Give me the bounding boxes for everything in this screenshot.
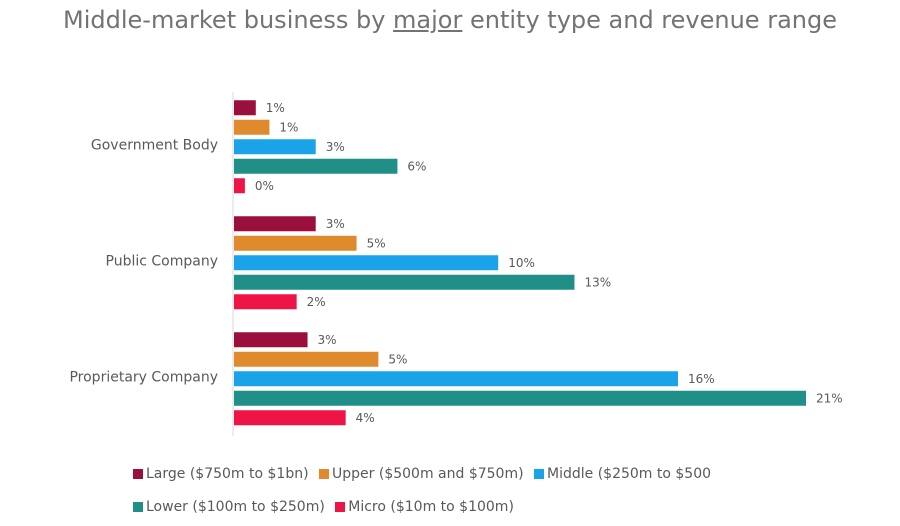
bar-middle [234,255,499,271]
legend-label-micro: Micro ($10m to $100m) [348,499,514,515]
bar-micro [234,178,245,194]
category-label: Government Body [91,138,218,154]
legend-row-1: Large ($750m to $1bn) Upper ($500m and $… [133,466,717,483]
data-label-large: 3% [326,217,345,231]
data-label-upper: 1% [279,120,298,134]
data-label-lower: 13% [584,275,611,289]
legend-swatch-upper [319,469,330,479]
bar-micro [234,410,346,426]
legend-label-middle: Middle ($250m to $500 [547,466,712,482]
bar-lower [234,158,398,174]
bar-large [234,216,316,232]
bar-chart: Government Body 1% 1% 3% 6% 0% Public Company 3… [69,92,843,436]
legend-swatch-middle [534,469,545,479]
legend-row-2: Lower ($100m to $250m) Micro ($10m to $1… [133,499,520,516]
legend-swatch-micro [335,502,346,512]
category-label: Proprietary Company [69,370,218,386]
legend-label-upper: Upper ($500m and $750m) [332,466,524,482]
chart-title-part-1: Middle-market business by [63,6,394,34]
data-label-micro: 2% [307,295,326,309]
bar-micro [234,294,297,310]
category-label: Public Company [106,254,219,270]
bar-middle [234,139,316,155]
bar-large [234,100,256,116]
legend-item-middle: Middle ($250m to $500 [534,466,711,482]
chart-title-part-2: entity type and revenue range [462,6,837,34]
data-label-middle: 10% [508,256,535,270]
data-label-lower: 21% [816,391,843,405]
bar-lower [234,274,575,290]
bar-large [234,332,308,348]
legend-item-micro: Micro ($10m to $100m) [335,499,514,515]
legend-item-upper: Upper ($500m and $750m) [319,466,524,482]
bar-upper [234,235,357,251]
bar-upper [234,351,379,367]
data-label-micro: 0% [255,179,274,193]
data-label-large: 1% [266,101,285,115]
bar-middle [234,371,678,387]
bar-lower [234,390,806,406]
chart-title-underlined: major [393,6,463,34]
legend-item-lower: Lower ($100m to $250m) [133,499,325,515]
legend-label-large: Large ($750m to $1bn) [146,466,309,482]
data-label-middle: 3% [326,140,345,154]
legend-swatch-large [133,469,143,479]
legend-label-lower: Lower ($100m to $250m) [146,499,325,515]
legend-swatch-lower [133,502,143,512]
data-label-micro: 4% [356,411,375,425]
bar-upper [234,119,270,135]
data-label-middle: 16% [688,372,715,386]
chart-title: Middle-market business by major entity t… [0,4,900,36]
data-label-upper: 5% [367,236,386,250]
data-label-upper: 5% [388,352,407,366]
data-label-lower: 6% [407,159,426,173]
legend-item-large: Large ($750m to $1bn) [133,466,309,482]
data-label-large: 3% [318,333,337,347]
